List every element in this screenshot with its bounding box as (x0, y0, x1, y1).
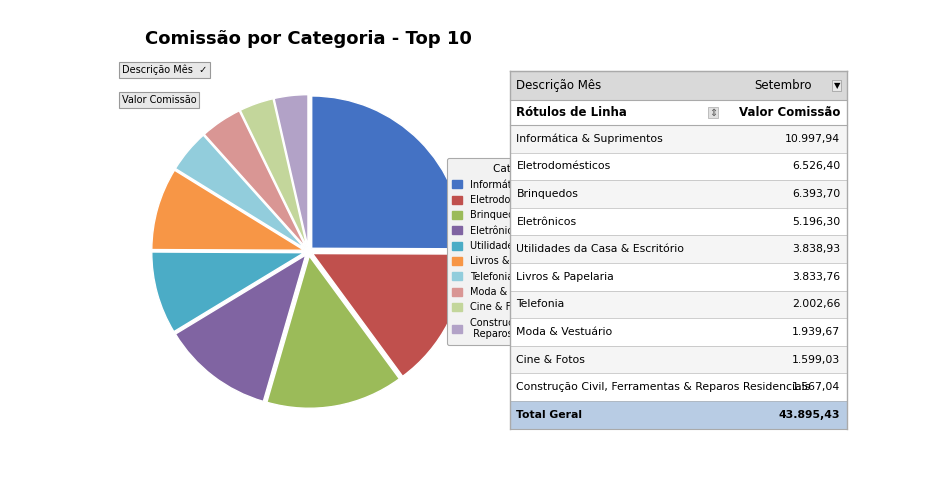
Text: Valor Comissão: Valor Comissão (122, 96, 196, 106)
Text: 1.599,03: 1.599,03 (791, 355, 839, 365)
Text: Eletrodomésticos: Eletrodomésticos (515, 161, 610, 171)
Text: 6.393,70: 6.393,70 (791, 189, 839, 199)
Wedge shape (274, 95, 308, 247)
Text: Construção Civil, Ferramentas & Reparos Residenciais: Construção Civil, Ferramentas & Reparos … (515, 382, 810, 392)
Wedge shape (176, 255, 305, 401)
Text: 6.526,40: 6.526,40 (791, 161, 839, 171)
Wedge shape (152, 170, 304, 250)
Text: 3.838,93: 3.838,93 (791, 244, 839, 254)
Text: Livros & Papelaria: Livros & Papelaria (515, 272, 614, 282)
FancyBboxPatch shape (509, 291, 846, 318)
Text: Rótulos de Linha: Rótulos de Linha (515, 106, 627, 119)
FancyBboxPatch shape (509, 71, 846, 100)
Legend: Informática & Suprimentos, Eletrodomésticos, Brinquedos, Eletrônicos, Utilidades: Informática & Suprimentos, Eletrodomésti… (447, 158, 633, 345)
FancyBboxPatch shape (509, 100, 846, 125)
Wedge shape (176, 135, 305, 249)
Text: 2.002,66: 2.002,66 (791, 299, 839, 309)
Text: Telefonia: Telefonia (515, 299, 565, 309)
Text: 43.895,43: 43.895,43 (778, 410, 839, 420)
Text: Total Geral: Total Geral (515, 410, 582, 420)
Text: Brinquedos: Brinquedos (515, 189, 578, 199)
Text: Descrição Mês  ✓: Descrição Mês ✓ (122, 65, 207, 76)
Wedge shape (152, 252, 304, 332)
Text: 3.833,76: 3.833,76 (791, 272, 839, 282)
FancyBboxPatch shape (509, 346, 846, 374)
Text: Moda & Vestuário: Moda & Vestuário (515, 327, 612, 337)
Text: ▼: ▼ (833, 81, 839, 90)
FancyBboxPatch shape (509, 152, 846, 180)
Wedge shape (312, 253, 464, 376)
Wedge shape (312, 96, 464, 249)
FancyBboxPatch shape (509, 374, 846, 401)
FancyBboxPatch shape (509, 318, 846, 346)
FancyBboxPatch shape (509, 125, 846, 152)
Wedge shape (266, 256, 399, 408)
Wedge shape (240, 99, 307, 247)
Text: Valor Comissão: Valor Comissão (738, 106, 839, 119)
Text: 5.196,30: 5.196,30 (791, 217, 839, 227)
Text: 1.567,04: 1.567,04 (791, 382, 839, 392)
Text: Setembro: Setembro (753, 79, 811, 92)
FancyBboxPatch shape (509, 263, 846, 291)
Text: Eletrônicos: Eletrônicos (515, 217, 576, 227)
Text: Utilidades da Casa & Escritório: Utilidades da Casa & Escritório (515, 244, 683, 254)
FancyBboxPatch shape (509, 208, 846, 236)
Text: ⇕: ⇕ (708, 108, 716, 118)
FancyBboxPatch shape (509, 236, 846, 263)
Text: Descrição Mês: Descrição Mês (515, 79, 601, 92)
FancyBboxPatch shape (509, 180, 846, 208)
Title: Comissão por Categoria - Top 10: Comissão por Categoria - Top 10 (144, 30, 471, 48)
FancyBboxPatch shape (509, 401, 846, 429)
Wedge shape (204, 111, 306, 248)
Text: 10.997,94: 10.997,94 (784, 134, 839, 144)
Text: 1.939,67: 1.939,67 (791, 327, 839, 337)
Text: Informática & Suprimentos: Informática & Suprimentos (515, 133, 663, 144)
Text: Cine & Fotos: Cine & Fotos (515, 355, 584, 365)
